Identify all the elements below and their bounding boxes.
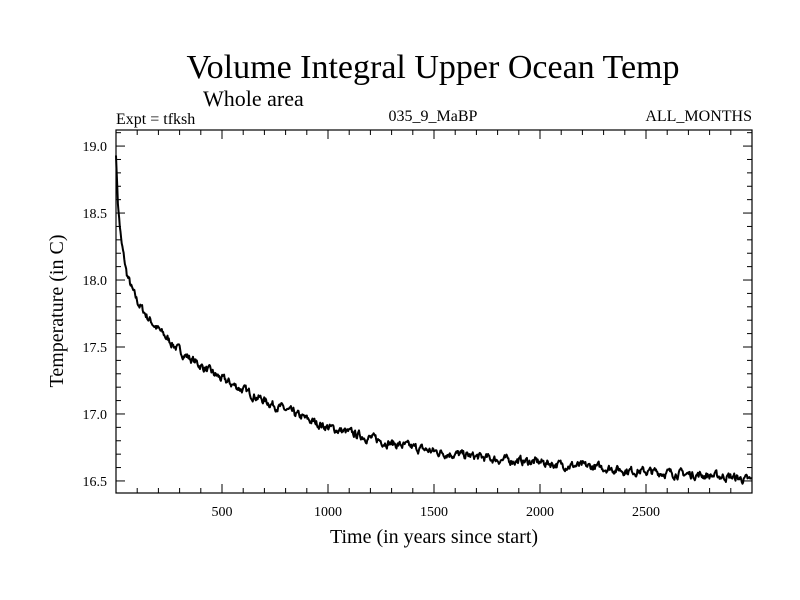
y-tick-label: 18.5 (83, 207, 108, 222)
series-layer (115, 155, 753, 485)
y-tick-label: 17.0 (83, 408, 108, 423)
x-tick-label: 500 (212, 505, 233, 520)
y-tick-label: 19.0 (83, 140, 108, 155)
x-tick-label: 2500 (632, 505, 660, 520)
series-line (115, 155, 753, 485)
chart-subtitle: Whole area (203, 86, 304, 111)
x-axis: 500 1000 1500 2000 2500 (136, 130, 732, 520)
y-axis-label: Temperature (in C) (46, 235, 68, 388)
months-label: ALL_MONTHS (645, 108, 752, 125)
x-tick-label: 2000 (526, 505, 554, 520)
x-tick-label: 1000 (314, 505, 342, 520)
x-axis-label: Time (in years since start) (330, 526, 538, 548)
y-tick-label: 18.0 (83, 274, 108, 289)
run-label: 035_9_MaBP (389, 108, 478, 125)
experiment-label: Expt = tfksh (116, 111, 195, 128)
chart-title: Volume Integral Upper Ocean Temp (187, 49, 680, 86)
x-tick-label: 1500 (420, 505, 448, 520)
y-axis: 16.5 17.0 17.5 18.0 18.5 19.0 (83, 132, 752, 490)
plot-frame (115, 129, 753, 494)
y-tick-label: 17.5 (83, 341, 108, 356)
y-tick-label: 16.5 (83, 475, 108, 490)
